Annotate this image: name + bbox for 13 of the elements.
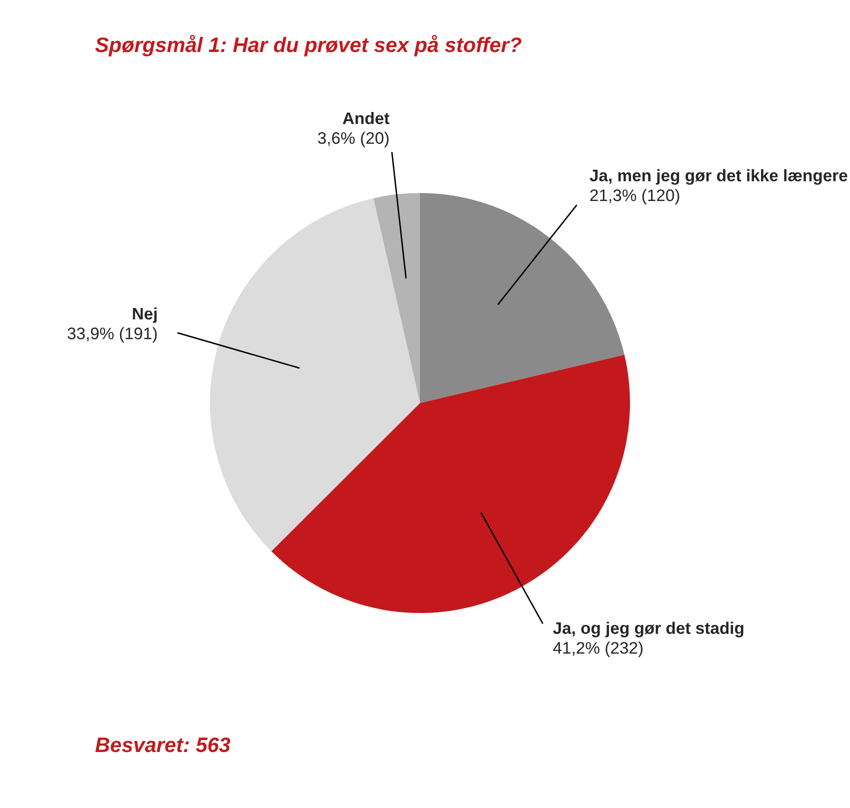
- pie-slice: [271, 354, 630, 613]
- text: Besvaret: 563: [95, 737, 230, 752]
- slice-label: Ja, men jeg gør det ikke længere: [590, 169, 848, 185]
- data-label: 3,6% (20): [318, 132, 389, 148]
- pie-slice: [210, 198, 420, 552]
- slice-label: Andet: [342, 112, 390, 124]
- data-label: 33,9% (191): [68, 327, 157, 343]
- chart-title: Spørgsmål 1: Har du prøvet sex på stoffer?: [95, 34, 522, 56]
- data-label: 41,2% (232): [553, 642, 643, 658]
- data-label: 21,3% (120): [590, 188, 680, 204]
- slice-label: Nej: [132, 307, 157, 323]
- pie-slice: [374, 193, 420, 403]
- slice-label: Ja, og jeg gør det stadig: [553, 622, 744, 638]
